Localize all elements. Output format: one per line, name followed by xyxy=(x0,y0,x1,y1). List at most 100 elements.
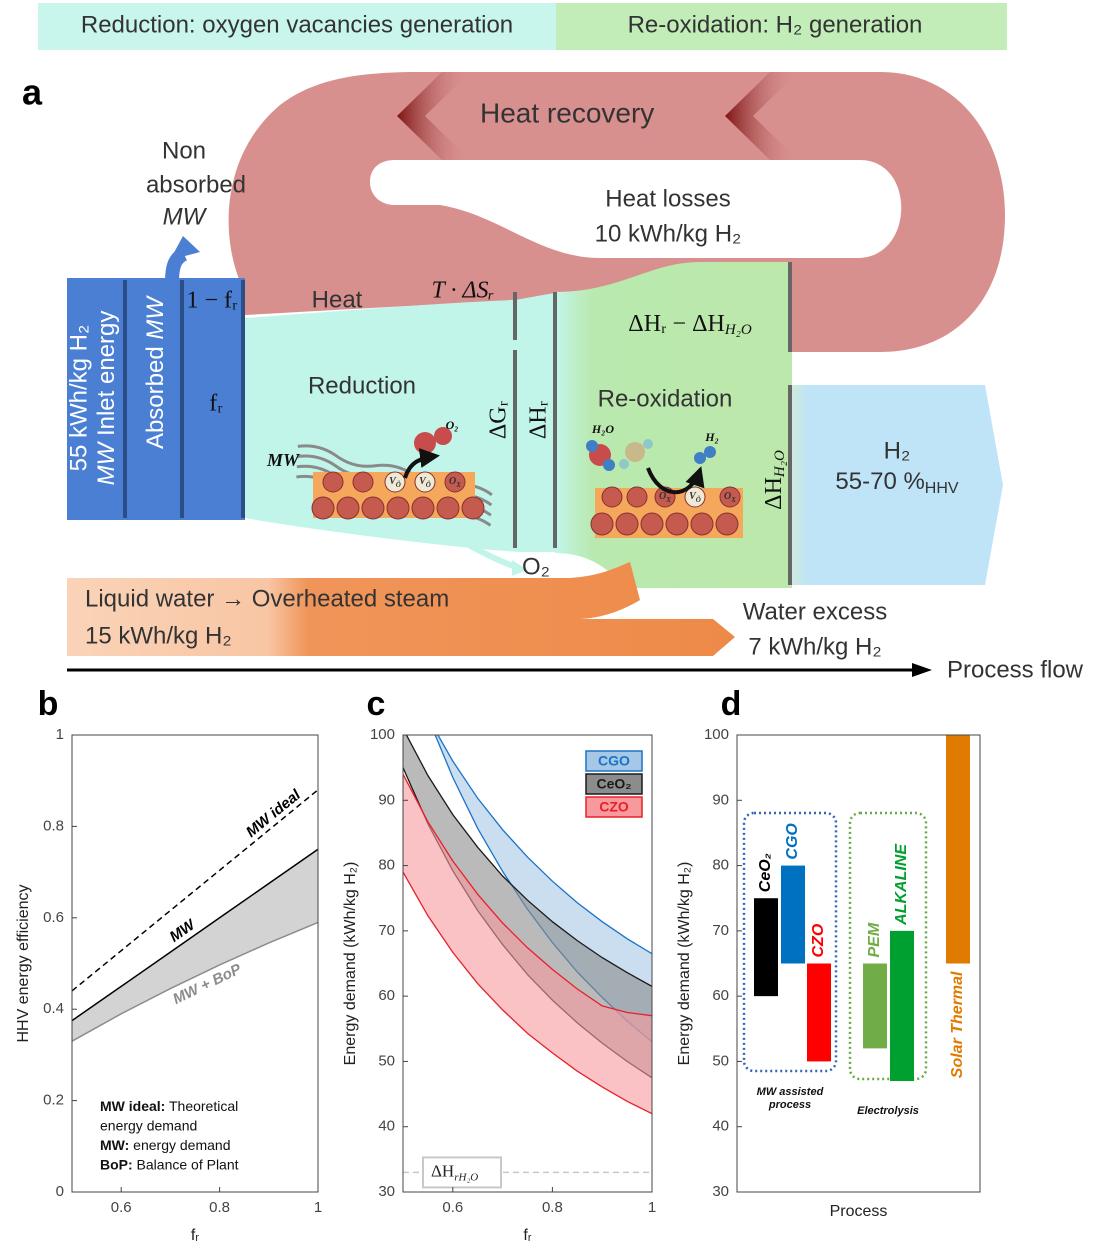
h2-out: H₂ xyxy=(884,437,911,464)
inlet-energy: MW Inlet energy xyxy=(93,311,120,486)
x-axis-label: fᵣ xyxy=(191,1227,199,1244)
y-tick-label: 40 xyxy=(712,1118,729,1135)
reduction: Reduction xyxy=(308,372,416,399)
site-label-sub: X xyxy=(665,496,671,504)
y-tick-label: 0.2 xyxy=(43,1092,64,1109)
site-label-sub: Ö xyxy=(396,481,401,489)
lattice-atom xyxy=(462,497,484,519)
intermediate xyxy=(625,442,645,462)
x-axis-label: Process xyxy=(830,1203,888,1220)
lattice-atom xyxy=(591,513,613,535)
note-term: BoP: xyxy=(100,1156,133,1172)
lattice-atom xyxy=(602,487,622,507)
lattice-atom xyxy=(627,487,647,507)
group-label: process xyxy=(768,1099,811,1111)
heat: Heat xyxy=(312,286,363,313)
note-term: MW: xyxy=(100,1137,129,1153)
y-tick-label: 100 xyxy=(704,726,729,743)
category-label: ALKALINE xyxy=(893,843,910,926)
banner-reoxidation: Re-oxidation: H₂ generation xyxy=(628,11,923,38)
y-axis-label: Energy demand (kWh/kg H₂) xyxy=(676,862,693,1066)
water-excess-value: 7 kWh/kg H₂ xyxy=(748,633,881,660)
x-tick-label: 1 xyxy=(648,1199,656,1216)
legend-label: CGO xyxy=(598,753,630,769)
heat-losses-value: 10 kWh/kg H₂ xyxy=(595,220,742,247)
absorbed: Absorbed MW xyxy=(142,295,169,449)
legend-label: CeO₂ xyxy=(596,776,631,792)
range-bar xyxy=(946,735,970,964)
water-excess: Water excess xyxy=(743,598,887,625)
note-text: Theoretical xyxy=(165,1098,238,1114)
x-tick-label: 0.8 xyxy=(209,1199,230,1216)
heat-losses: Heat losses xyxy=(605,185,730,212)
range-bar xyxy=(754,898,778,996)
y-tick-label: 80 xyxy=(712,857,729,874)
plot-area xyxy=(403,645,652,1173)
page: { "diagram": { "banner": {"reduction": "… xyxy=(0,0,1100,1252)
y-tick-label: 50 xyxy=(378,1052,395,1069)
intermediate xyxy=(643,439,653,449)
site-label-sub: X xyxy=(730,496,736,504)
panel-label: c xyxy=(367,685,386,723)
y-tick-label: 50 xyxy=(712,1052,729,1069)
category-label: CeO₂ xyxy=(757,853,774,892)
category-label: CZO xyxy=(810,923,827,957)
legend-label: CZO xyxy=(599,799,629,815)
note-term: MW ideal: xyxy=(100,1098,165,1114)
delta-g: ΔGᵣ xyxy=(486,401,512,439)
lattice-atom xyxy=(353,472,373,492)
h2o-molecule xyxy=(586,440,598,452)
lattice-atom xyxy=(616,513,638,535)
range-bar xyxy=(781,866,805,964)
fr: fᵣ xyxy=(209,391,223,417)
y-tick-label: 70 xyxy=(712,922,729,939)
h2-molecule xyxy=(704,446,716,458)
series-label: MW ideal xyxy=(243,786,305,841)
lattice-atom xyxy=(312,497,334,519)
lattice-atom xyxy=(337,497,359,519)
panel-label: d xyxy=(721,685,742,723)
intermediate xyxy=(619,459,629,469)
panel-label: b xyxy=(38,685,59,723)
note: MW: energy demand xyxy=(100,1137,230,1153)
note: energy demand xyxy=(100,1117,197,1133)
lattice-atom xyxy=(641,513,663,535)
y-tick-label: 60 xyxy=(378,987,395,1004)
lattice-atom xyxy=(362,497,384,519)
note-text: energy demand xyxy=(129,1137,230,1153)
delta-h-minus-main: ΔHᵣ − ΔH xyxy=(628,311,725,337)
y-tick-label: 0.8 xyxy=(43,817,64,834)
note-text: Balance of Plant xyxy=(133,1156,239,1172)
h2-molecule xyxy=(694,452,706,464)
mw-label: MW xyxy=(266,450,301,470)
absorbed-mw: MW xyxy=(142,295,169,340)
panel-label: a xyxy=(22,72,43,113)
y-tick-label: 70 xyxy=(378,922,395,939)
x-tick-label: 1 xyxy=(314,1199,322,1216)
o2-molecule xyxy=(414,432,436,454)
category-label: Solar Thermal xyxy=(949,971,966,1078)
site-label-sub: X xyxy=(455,481,461,489)
h2o-molecule xyxy=(603,459,615,471)
site-label-main: O xyxy=(659,491,666,502)
lattice-atom xyxy=(716,513,738,535)
reoxidation: Re-oxidation xyxy=(598,385,733,412)
site-label-main: O xyxy=(724,491,731,502)
y-axis-label: HHV energy efficiency xyxy=(15,885,32,1043)
delta-h-h2o-main: ΔH xyxy=(761,477,787,510)
note: BoP: Balance of Plant xyxy=(100,1156,239,1172)
absorbed-label: Absorbed xyxy=(142,346,169,449)
y-tick-label: 30 xyxy=(378,1183,395,1200)
process-flow-head xyxy=(912,663,932,677)
y-tick-label: 0.4 xyxy=(43,1000,64,1017)
site-label-sub: Ö xyxy=(426,481,431,489)
lattice-atom xyxy=(387,497,409,519)
shaded-band xyxy=(72,849,318,1041)
inlet-label: Inlet energy xyxy=(93,311,120,436)
y-axis-label: Energy demand (kWh/kg H₂) xyxy=(342,862,359,1066)
y-tick-label: 90 xyxy=(378,791,395,808)
h2-efficiency-value: 55-70 % xyxy=(835,468,924,495)
y-tick-label: 60 xyxy=(712,987,729,1004)
non-absorbed: MW xyxy=(163,203,208,230)
site-label-main: O xyxy=(449,476,456,487)
